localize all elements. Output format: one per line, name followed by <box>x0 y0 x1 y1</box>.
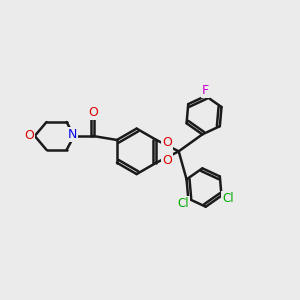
Text: O: O <box>162 154 172 167</box>
Text: Cl: Cl <box>178 197 189 210</box>
Text: O: O <box>88 106 98 119</box>
Text: O: O <box>24 129 34 142</box>
Text: N: N <box>68 128 77 141</box>
Text: Cl: Cl <box>222 192 234 205</box>
Text: O: O <box>162 136 172 148</box>
Text: F: F <box>202 84 209 97</box>
